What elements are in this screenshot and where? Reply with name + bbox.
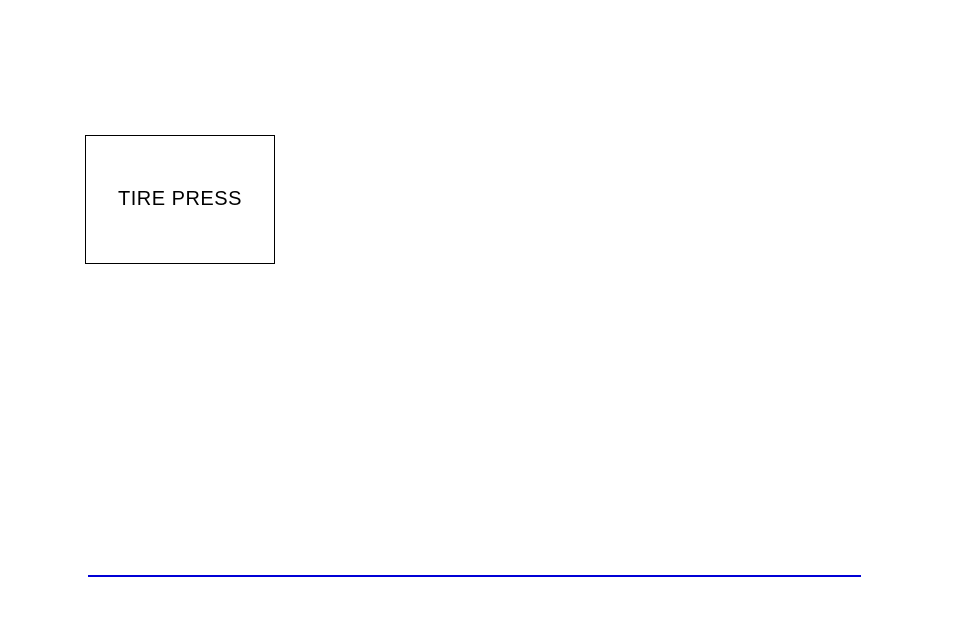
tire-press-label: TIRE PRESS	[118, 188, 242, 211]
tire-press-box: TIRE PRESS	[85, 135, 275, 264]
page-bottom-rule	[88, 575, 861, 577]
